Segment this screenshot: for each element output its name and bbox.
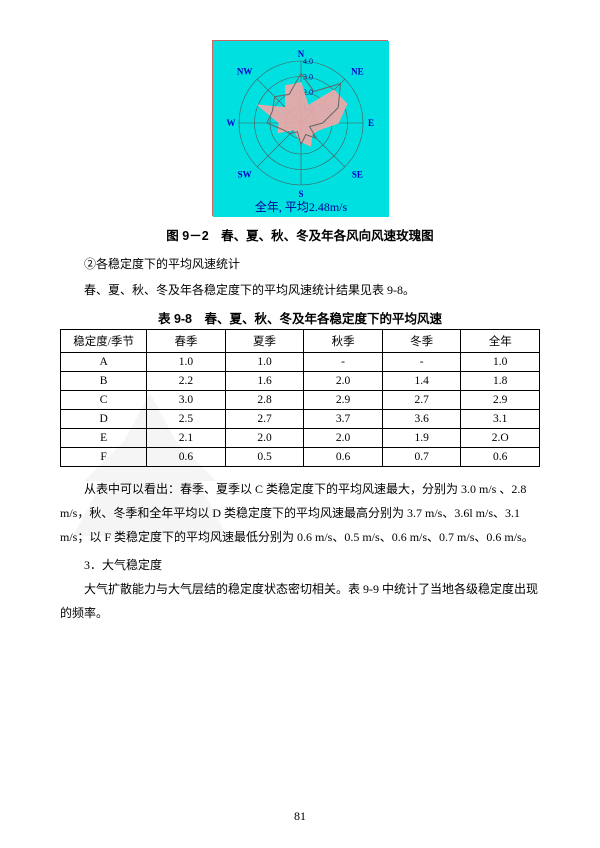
wind-rose-chart: 1.02.03.04.0NNEESESSWWNW全年, 平均2.48m/s	[60, 40, 540, 221]
table-cell: D	[61, 410, 147, 429]
paragraph-4: 大气扩散能力与大气层结的稳定度状态密切相关。表 9-9 中统计了当地各级稳定度出…	[60, 577, 540, 625]
table-row: A1.01.0--1.0	[61, 353, 540, 372]
table-cell: 3.6	[382, 410, 461, 429]
table-cell: 2.O	[461, 429, 540, 448]
table-cell: 3.7	[304, 410, 383, 429]
table-cell: B	[61, 372, 147, 391]
table-cell: 1.8	[461, 372, 540, 391]
table-cell: 0.6	[461, 448, 540, 467]
table-cell: -	[304, 353, 383, 372]
table-cell: 0.6	[304, 448, 383, 467]
table-cell: C	[61, 391, 147, 410]
table-cell: 0.6	[147, 448, 226, 467]
table-cell: 2.9	[461, 391, 540, 410]
table-cell: 1.4	[382, 372, 461, 391]
table-row: E2.12.02.01.92.O	[61, 429, 540, 448]
table-row: C3.02.82.92.72.9	[61, 391, 540, 410]
svg-text:E: E	[368, 118, 374, 128]
svg-text:N: N	[298, 49, 305, 59]
table-cell: 2.0	[304, 372, 383, 391]
table-cell: 1.0	[461, 353, 540, 372]
table-cell: 2.1	[147, 429, 226, 448]
table-cell: 1.9	[382, 429, 461, 448]
table-cell: 1.0	[225, 353, 304, 372]
table-cell: 2.5	[147, 410, 226, 429]
section-heading-3: 3．大气稳定度	[60, 553, 540, 577]
paragraph-1: ②各稳定度下的平均风速统计	[60, 252, 540, 276]
page-number: 81	[0, 809, 600, 824]
table-row: B2.21.62.01.41.8	[61, 372, 540, 391]
table-cell: 2.7	[225, 410, 304, 429]
table-cell: 0.7	[382, 448, 461, 467]
table-cell: F	[61, 448, 147, 467]
figure-caption: 图 9－2 春、夏、秋、冬及年各风向风速玫瑰图	[60, 225, 540, 244]
table-header-cell: 冬季	[382, 330, 461, 353]
table-cell: 2.9	[304, 391, 383, 410]
table-cell: 2.7	[382, 391, 461, 410]
svg-text:3.0: 3.0	[303, 73, 313, 82]
table-header-cell: 春季	[147, 330, 226, 353]
table-cell: 2.0	[225, 429, 304, 448]
table-header-cell: 夏季	[225, 330, 304, 353]
table-cell: 2.0	[304, 429, 383, 448]
table-cell: 0.5	[225, 448, 304, 467]
svg-text:NE: NE	[351, 67, 364, 77]
table-row: D2.52.73.73.63.1	[61, 410, 540, 429]
paragraph-2: 春、夏、秋、冬及年各稳定度下的平均风速统计结果见表 9-8。	[60, 278, 540, 302]
svg-text:4.0: 4.0	[303, 57, 313, 66]
table-header-cell: 秋季	[304, 330, 383, 353]
svg-text:W: W	[227, 118, 236, 128]
table-row: F0.60.50.60.70.6	[61, 448, 540, 467]
table-cell: 2.2	[147, 372, 226, 391]
table-cell: -	[382, 353, 461, 372]
table-cell: 1.6	[225, 372, 304, 391]
stability-windspeed-table: 稳定度/季节春季夏季秋季冬季全年A1.01.0--1.0B2.21.62.01.…	[60, 329, 540, 467]
table-cell: 3.0	[147, 391, 226, 410]
svg-text:SW: SW	[238, 169, 252, 179]
svg-text:SE: SE	[352, 169, 363, 179]
svg-text:NW: NW	[237, 67, 253, 77]
table-caption: 表 9-8 春、夏、秋、冬及年各稳定度下的平均风速	[60, 308, 540, 327]
table-cell: E	[61, 429, 147, 448]
table-cell: A	[61, 353, 147, 372]
paragraph-3: 从表中可以看出：春季、夏季以 C 类稳定度下的平均风速最大，分别为 3.0 m/…	[60, 477, 540, 549]
table-cell: 1.0	[147, 353, 226, 372]
table-cell: 3.1	[461, 410, 540, 429]
table-cell: 2.8	[225, 391, 304, 410]
svg-text:S: S	[298, 189, 303, 199]
table-header-cell: 全年	[461, 330, 540, 353]
svg-text:全年, 平均2.48m/s: 全年, 平均2.48m/s	[255, 199, 348, 214]
table-header-cell: 稳定度/季节	[61, 330, 147, 353]
